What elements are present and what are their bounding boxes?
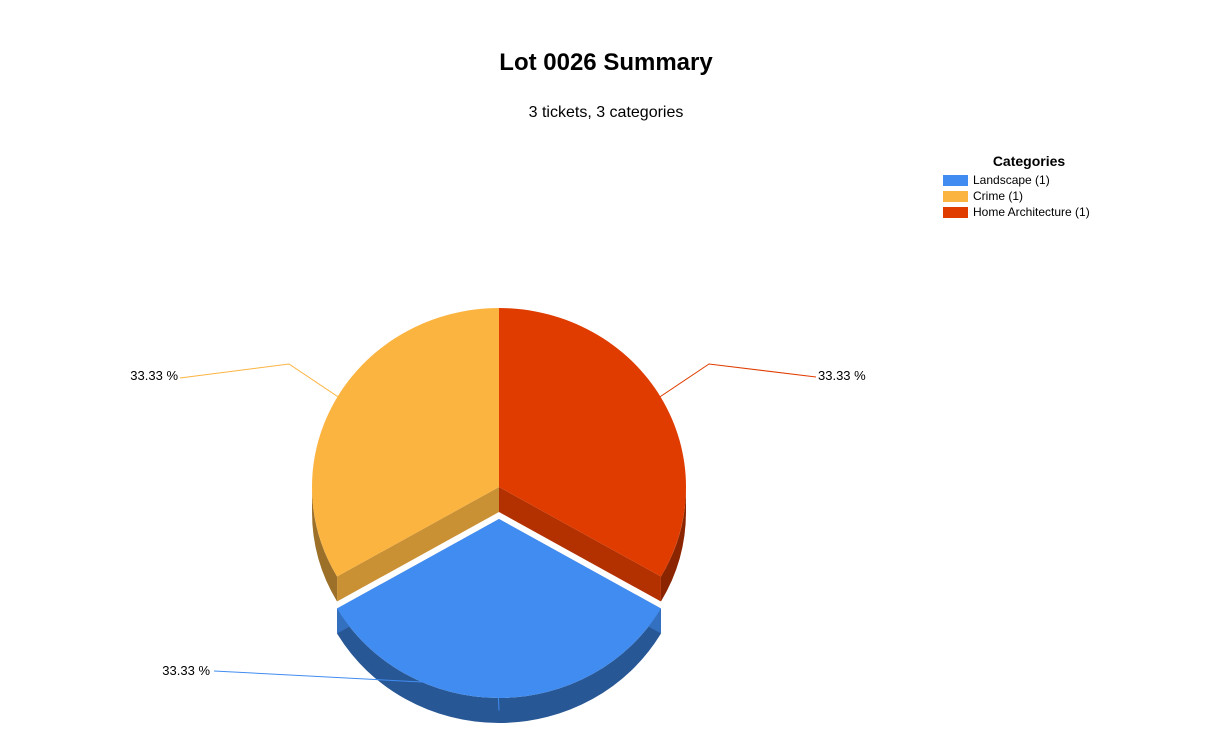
legend-item-home-architecture: Home Architecture (1): [943, 204, 1163, 220]
chart-subtitle: 3 tickets, 3 categories: [528, 104, 684, 121]
pie-slice-crime: [311, 308, 499, 577]
pie-cut-crime-0: [337, 487, 499, 602]
pie-side-landscape: [337, 608, 661, 724]
legend-label-home-architecture: Home Architecture (1): [973, 205, 1090, 219]
legend: Categories Landscape (1) Crime (1) Home …: [943, 152, 1163, 220]
pie-slice-landscape: [337, 519, 661, 698]
pie-slice-home-architecture: [499, 308, 686, 577]
legend-label-crime: Crime (1): [973, 189, 1023, 203]
legend-item-crime: Crime (1): [943, 188, 1163, 204]
leader-line-crime: [179, 363, 349, 405]
pie-cut-home-architecture-1: [499, 487, 661, 602]
legend-title: Categories: [992, 153, 1066, 169]
legend-item-landscape: Landscape (1): [943, 172, 1163, 188]
pie-tops: [311, 308, 686, 698]
percent-label-home-architecture: 33.33 %: [818, 368, 866, 383]
legend-swatch-landscape: [943, 174, 968, 186]
pie-sides: [312, 487, 686, 724]
pie-side-crime: [312, 487, 338, 602]
legend-label-landscape: Landscape (1): [973, 173, 1050, 187]
chart-title: Lot 0026 Summary: [499, 49, 713, 76]
percent-label-crime: 33.33 %: [130, 368, 178, 383]
percent-label-landscape: 33.33 %: [162, 663, 210, 678]
legend-swatch-crime: [943, 190, 968, 202]
leader-line-landscape: [213, 670, 500, 711]
pie-side-home-architecture: [660, 487, 686, 602]
pie-labels: 33.33 % 33.33 % 33.33 %: [130, 363, 866, 711]
legend-swatch-home-architecture: [943, 206, 968, 218]
leader-line-home-architecture: [649, 363, 817, 405]
